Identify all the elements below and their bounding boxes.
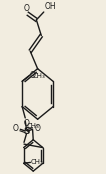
Text: CH₃: CH₃ xyxy=(26,123,39,129)
Text: OH: OH xyxy=(44,2,56,11)
Text: O: O xyxy=(13,124,18,133)
Text: CH₃: CH₃ xyxy=(31,159,44,165)
Text: S: S xyxy=(23,126,30,136)
Text: O: O xyxy=(29,71,35,80)
Text: O: O xyxy=(23,4,29,13)
Text: CH₃: CH₃ xyxy=(33,73,45,79)
Text: O: O xyxy=(35,124,40,133)
Text: O: O xyxy=(23,119,29,128)
